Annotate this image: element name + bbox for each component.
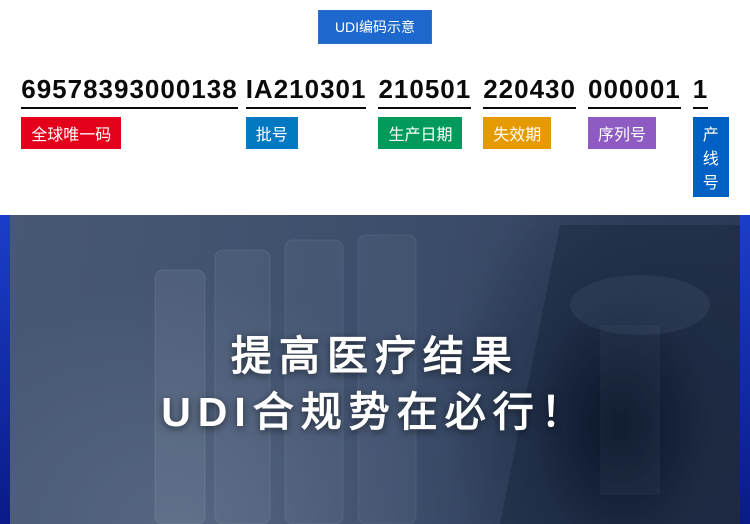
code-item: 210501 生产日期 xyxy=(378,74,471,197)
code-item: IA210301 批号 xyxy=(246,74,367,197)
code-item: 220430 失效期 xyxy=(483,74,576,197)
hero-section: 提高医疗结果 UDI合规势在必行！ xyxy=(0,215,750,524)
code-tag: 全球唯一码 xyxy=(21,117,121,149)
code-value: 1 xyxy=(693,74,708,109)
code-value: 210501 xyxy=(378,74,471,109)
code-value: 220430 xyxy=(483,74,576,109)
blue-edge xyxy=(0,215,10,524)
code-item: 000001 序列号 xyxy=(588,74,681,197)
code-tag: 失效期 xyxy=(483,117,551,149)
blue-edge xyxy=(740,215,750,524)
code-value: IA210301 xyxy=(246,74,367,109)
code-value: 69578393000138 xyxy=(21,74,237,109)
title-pill: UDI编码示意 xyxy=(318,10,432,44)
udi-diagram-section: UDI编码示意 69578393000138 全球唯一码 IA210301 批号 210… xyxy=(0,0,750,215)
hero-text: 提高医疗结果 UDI合规势在必行！ xyxy=(161,329,589,440)
code-tag: 批号 xyxy=(246,117,298,149)
hero-line-1: 提高医疗结果 xyxy=(161,329,589,384)
code-tag: 生产日期 xyxy=(378,117,462,149)
code-value: 000001 xyxy=(588,74,681,109)
code-tag: 产线号 xyxy=(693,117,729,197)
hero-line-2: UDI合规势在必行！ xyxy=(161,385,589,440)
code-item: 69578393000138 全球唯一码 xyxy=(21,74,237,197)
title-pill-text: UDI编码示意 xyxy=(335,19,415,35)
code-tag: 序列号 xyxy=(588,117,656,149)
code-item: 1 产线号 xyxy=(693,74,729,197)
code-row: 69578393000138全球唯一码IA210301批号210501生产日期2… xyxy=(0,74,750,197)
